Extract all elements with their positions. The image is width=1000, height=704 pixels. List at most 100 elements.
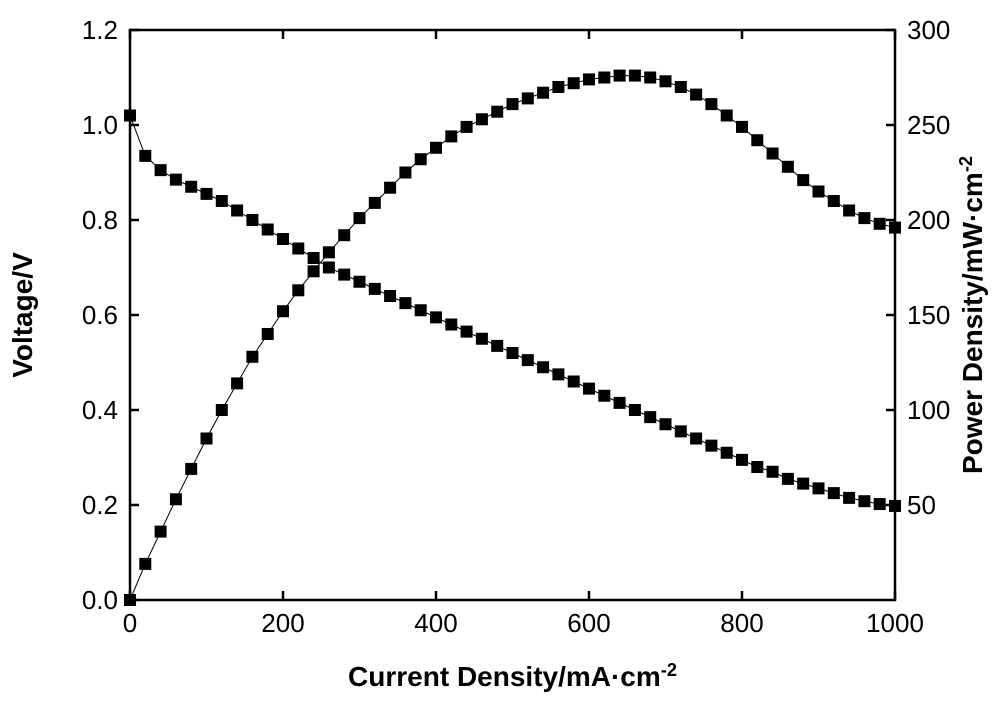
marker-power [446,131,457,142]
marker-voltage [645,412,656,423]
marker-voltage [155,165,166,176]
y-left-tick-label: 0.0 [82,585,118,615]
marker-voltage [737,454,748,465]
marker-power [155,526,166,537]
marker-power [813,186,824,197]
marker-power [492,106,503,117]
marker-power [278,306,289,317]
marker-power [232,378,243,389]
marker-voltage [446,319,457,330]
marker-voltage [216,196,227,207]
marker-power [874,218,885,229]
marker-power [339,230,350,241]
marker-power [767,148,778,159]
marker-power [415,154,426,165]
marker-power [216,405,227,416]
marker-power [553,82,564,93]
marker-voltage [476,333,487,344]
y-right-tick-label: 300 [907,15,950,45]
y-right-axis-label: Power Density/mW·cm-2 [956,156,988,474]
marker-voltage [400,298,411,309]
marker-voltage [798,478,809,489]
marker-voltage [323,262,334,273]
marker-power [691,89,702,100]
marker-power [293,285,304,296]
marker-power [140,558,151,569]
marker-voltage [522,355,533,366]
marker-voltage [125,110,136,121]
marker-voltage [308,253,319,264]
marker-power [538,87,549,98]
marker-power [798,175,809,186]
marker-power [660,76,671,87]
marker-power [400,167,411,178]
marker-power [782,161,793,172]
marker-power [584,74,595,85]
marker-voltage [354,276,365,287]
marker-voltage [247,215,258,226]
marker-voltage [415,305,426,316]
x-tick-label: 400 [414,608,457,638]
y-right-tick-label: 100 [907,395,950,425]
marker-voltage [874,499,885,510]
marker-voltage [538,362,549,373]
marker-power [752,135,763,146]
y-left-tick-label: 0.2 [82,490,118,520]
x-tick-label: 800 [720,608,763,638]
marker-power [170,494,181,505]
marker-voltage [890,500,901,511]
marker-voltage [385,291,396,302]
marker-power [844,205,855,216]
marker-power [507,99,518,110]
x-tick-label: 0 [123,608,137,638]
marker-power [262,329,273,340]
marker-voltage [721,447,732,458]
marker-power [431,142,442,153]
marker-power [614,70,625,81]
marker-voltage [691,433,702,444]
marker-power [476,114,487,125]
marker-power [737,121,748,132]
y-left-tick-label: 0.8 [82,205,118,235]
marker-voltage [140,150,151,161]
marker-voltage [767,466,778,477]
chart-container: 020040060080010000.00.20.40.60.81.01.250… [0,0,1000,704]
marker-voltage [507,348,518,359]
marker-power [522,93,533,104]
marker-power [599,72,610,83]
marker-voltage [828,488,839,499]
marker-power [828,196,839,207]
y-right-tick-label: 150 [907,300,950,330]
marker-voltage [293,243,304,254]
marker-voltage [431,312,442,323]
marker-voltage [584,383,595,394]
y-left-tick-label: 0.4 [82,395,118,425]
marker-power [186,463,197,474]
marker-voltage [492,340,503,351]
marker-voltage [568,376,579,387]
marker-voltage [339,269,350,280]
marker-power [125,595,136,606]
marker-voltage [844,492,855,503]
marker-power [568,78,579,89]
marker-voltage [369,283,380,294]
marker-power [890,222,901,233]
y-left-axis-label: Voltage/V [7,252,38,378]
marker-power [629,70,640,81]
y-left-tick-label: 1.0 [82,110,118,140]
marker-voltage [553,369,564,380]
marker-voltage [278,234,289,245]
y-left-tick-label: 0.6 [82,300,118,330]
x-tick-label: 1000 [866,608,924,638]
marker-voltage [660,419,671,430]
marker-voltage [675,426,686,437]
x-axis-label: Current Density/mA·cm-2 [348,660,677,692]
marker-power [201,433,212,444]
marker-power [354,213,365,224]
chart-svg: 020040060080010000.00.20.40.60.81.01.250… [0,0,1000,704]
marker-voltage [859,496,870,507]
marker-voltage [262,224,273,235]
marker-voltage [813,483,824,494]
marker-voltage [629,405,640,416]
marker-power [706,99,717,110]
